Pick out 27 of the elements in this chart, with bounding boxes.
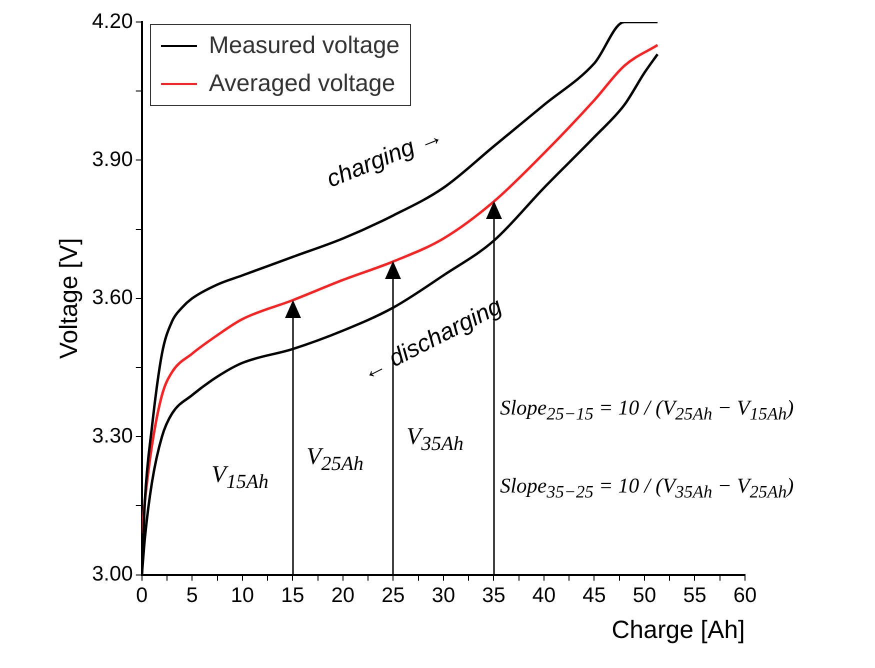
y-tick-label: 3.30	[92, 424, 133, 448]
legend-label: Averaged voltage	[208, 70, 396, 98]
x-tick-label: 35	[482, 584, 506, 608]
y-tick-label: 3.60	[92, 286, 133, 310]
annotation: V$_{15Ah}$	[212, 462, 268, 494]
y-axis-title: Voltage [V]	[54, 238, 83, 359]
annotation: V$_{25Ah}$	[306, 444, 364, 476]
legend-label: Measured voltage	[208, 32, 400, 60]
x-tick-label: 30	[432, 584, 456, 608]
x-tick-label: 50	[632, 584, 656, 608]
x-tick-label: 10	[230, 584, 254, 608]
x-tick-label: 5	[186, 584, 198, 608]
y-tick-label: 3.00	[92, 562, 133, 586]
annotation: V$_{35Ah}$	[406, 424, 464, 456]
y-tick-label: 4.20	[92, 10, 133, 33]
annotation: Slope$_{25−15}$ = 10 / (V$_{25Ah}$ − V$_{15Ah}$)	[500, 395, 794, 425]
x-tick-label: 55	[683, 584, 706, 608]
x-tick-label: 60	[733, 584, 757, 608]
annotation: Slope$_{35−25}$ = 10 / (V$_{35Ah}$ − V$_{25Ah}$)	[500, 473, 794, 503]
x-tick-label: 20	[331, 584, 355, 608]
x-tick-label: 15	[280, 584, 304, 608]
x-tick-label: 0	[136, 584, 148, 608]
x-tick-label: 25	[381, 584, 405, 608]
x-tick-label: 40	[532, 584, 556, 608]
y-tick-label: 3.90	[92, 148, 133, 171]
x-tick-label: 45	[582, 584, 606, 608]
x-axis-title: Charge [Ah]	[612, 616, 745, 644]
